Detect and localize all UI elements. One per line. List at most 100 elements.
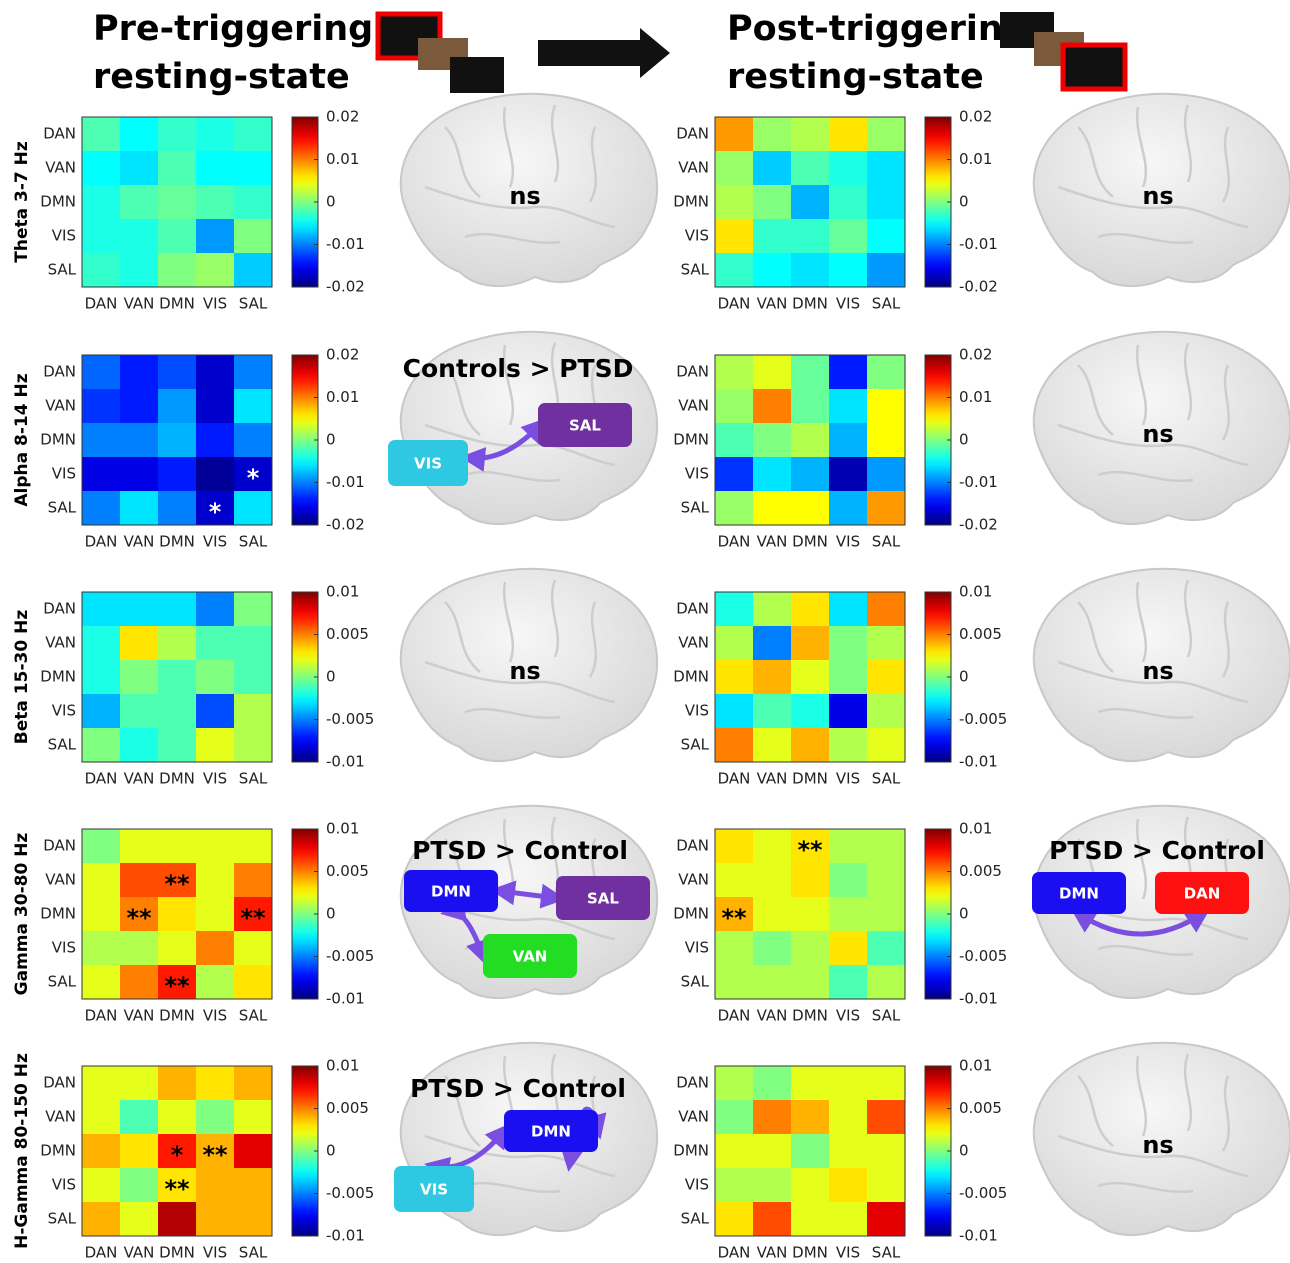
heatmap-cell xyxy=(196,863,235,898)
heatmap-cell xyxy=(234,626,273,661)
x-tick-label: VIS xyxy=(836,770,860,788)
heatmap-cell xyxy=(196,694,235,729)
heatmap-cell xyxy=(234,592,273,627)
y-tick-label: VIS xyxy=(52,702,76,720)
x-tick-label: VAN xyxy=(757,1007,788,1025)
heatmap-cell xyxy=(791,423,830,458)
y-tick-label: DAN xyxy=(43,363,76,381)
brain-label: ns xyxy=(509,657,540,685)
y-tick-label: DMN xyxy=(673,1142,709,1160)
heatmap-cell xyxy=(867,1066,906,1101)
colorbar-tick-label: -0.005 xyxy=(959,1184,1007,1202)
heatmap-cell xyxy=(867,457,906,492)
heatmap-cell xyxy=(791,592,830,627)
colorbar-tick-label: -0.02 xyxy=(959,516,998,534)
cell-label: ** xyxy=(797,836,823,864)
heatmap-cell xyxy=(196,117,235,152)
heatmap-cell xyxy=(829,491,868,526)
x-tick-label: VAN xyxy=(124,770,155,788)
heatmap-cell xyxy=(829,728,868,763)
heatmap-cell xyxy=(791,491,830,526)
colorbar-tick-label: 0.01 xyxy=(326,388,359,406)
heatmap-cell xyxy=(867,355,906,390)
heatmap-cell xyxy=(791,1134,830,1169)
heatmap-cell xyxy=(234,1100,273,1135)
x-tick-label: VIS xyxy=(203,1007,227,1025)
x-tick-label: DAN xyxy=(85,1007,118,1025)
heatmap-cell xyxy=(753,965,792,1000)
heatmap-cell xyxy=(234,253,273,288)
heatmap-cell xyxy=(120,151,159,186)
y-tick-label: SAL xyxy=(48,261,77,279)
heatmap-cell xyxy=(829,829,868,864)
y-tick-label: VAN xyxy=(45,634,76,652)
x-tick-label: DMN xyxy=(792,1244,828,1262)
y-tick-label: DMN xyxy=(40,1142,76,1160)
heatmap-cell xyxy=(753,931,792,966)
y-tick-label: VIS xyxy=(52,1176,76,1194)
network-label: DMN xyxy=(431,883,471,901)
y-tick-label: VAN xyxy=(678,397,709,415)
x-tick-label: SAL xyxy=(872,1007,901,1025)
colorbar-tick-label: -0.005 xyxy=(326,947,374,965)
y-tick-label: VAN xyxy=(678,634,709,652)
heatmap-cell xyxy=(234,829,273,864)
brain-title: Controls > PTSD xyxy=(403,354,634,383)
heatmap-cell xyxy=(829,1134,868,1169)
heatmap-cell xyxy=(715,965,754,1000)
colorbar-tick-label: 0.02 xyxy=(959,108,992,126)
heatmap-cell xyxy=(82,1202,121,1237)
colorbar-tick-label: 0.01 xyxy=(326,820,359,838)
x-tick-label: SAL xyxy=(872,1244,901,1262)
y-tick-label: DAN xyxy=(43,837,76,855)
heatmap-cell xyxy=(82,592,121,627)
heatmap-cell xyxy=(120,1134,159,1169)
colorbar-tick-label: 0.02 xyxy=(959,346,992,364)
header-title: Pre-triggering xyxy=(93,9,373,49)
heatmap-cell xyxy=(715,253,754,288)
heatmap-cell xyxy=(234,965,273,1000)
x-tick-label: DMN xyxy=(792,295,828,313)
heatmap-cell xyxy=(791,965,830,1000)
arrow xyxy=(538,28,670,78)
x-tick-label: VIS xyxy=(203,295,227,313)
x-tick-label: VAN xyxy=(124,533,155,551)
heatmap-cell xyxy=(715,863,754,898)
heatmap-cell xyxy=(791,660,830,695)
heatmap-cell xyxy=(829,897,868,932)
heatmap-cell xyxy=(791,1168,830,1203)
heatmap-cell xyxy=(158,389,197,424)
heatmap-cell xyxy=(234,389,273,424)
network-label: VIS xyxy=(420,1181,448,1199)
heatmap-cell xyxy=(82,694,121,729)
heatmap-cell xyxy=(158,829,197,864)
heatmap-cell xyxy=(82,897,121,932)
heatmap-cell xyxy=(753,117,792,152)
heatmap-cell xyxy=(867,694,906,729)
heatmap-cell xyxy=(120,355,159,390)
heatmap-cell xyxy=(120,457,159,492)
heatmap-cell xyxy=(753,219,792,254)
colorbar-tick-label: 0.01 xyxy=(959,150,992,168)
heatmap-cell xyxy=(829,219,868,254)
colorbar-tick-label: 0 xyxy=(959,905,969,923)
heatmap-cell xyxy=(829,253,868,288)
heatmap-cell xyxy=(715,491,754,526)
x-tick-label: SAL xyxy=(239,1244,268,1262)
cell-label: ** xyxy=(202,1141,228,1169)
heatmap-cell xyxy=(120,863,159,898)
heatmap-cell xyxy=(867,1134,906,1169)
x-tick-label: DAN xyxy=(718,770,751,788)
y-tick-label: DAN xyxy=(43,125,76,143)
heatmap-cell xyxy=(829,660,868,695)
y-tick-label: DMN xyxy=(673,431,709,449)
heatmap-cell xyxy=(234,1202,273,1237)
heatmap-cell xyxy=(158,660,197,695)
heatmap-cell xyxy=(82,457,121,492)
heatmap-cell xyxy=(120,117,159,152)
brain-title: PTSD > Control xyxy=(1049,836,1265,865)
x-tick-label: SAL xyxy=(872,770,901,788)
brain-label: ns xyxy=(509,182,540,210)
y-tick-label: DAN xyxy=(43,600,76,618)
x-tick-label: DMN xyxy=(792,1007,828,1025)
